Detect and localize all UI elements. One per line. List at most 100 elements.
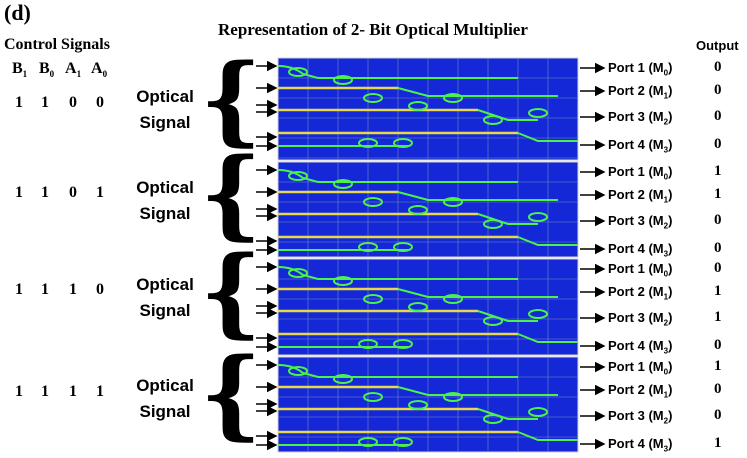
ring-resonator — [333, 179, 353, 189]
ring-resonator — [363, 294, 383, 304]
ring-resonator — [483, 414, 503, 424]
row2-a0: 1 — [96, 184, 104, 201]
output-value: 0 — [714, 212, 722, 228]
ring-resonator — [528, 407, 548, 417]
port-label: Port 2 (M1) — [608, 382, 673, 400]
row2-b0: 1 — [41, 184, 49, 201]
ring-resonator — [358, 242, 378, 252]
ring-resonator — [288, 268, 308, 278]
port-label: Port 2 (M1) — [608, 284, 673, 302]
row4-a1: 1 — [69, 383, 77, 400]
row4-b0: 1 — [41, 383, 49, 400]
row1-a0: 0 — [96, 94, 104, 111]
output-value: 0 — [714, 59, 722, 75]
waveguide — [517, 431, 578, 441]
waveguide — [477, 310, 538, 322]
port-label: Port 4 (M3) — [608, 137, 673, 155]
port-label: Port 4 (M3) — [608, 436, 673, 454]
curly-brace-icon: { — [200, 337, 262, 450]
port-label: Port 4 (M3) — [608, 241, 673, 259]
ring-resonator — [288, 67, 308, 77]
waveguide — [397, 386, 558, 396]
ring-resonator — [528, 212, 548, 222]
ring-resonator — [363, 392, 383, 402]
port-label: Port 4 (M3) — [608, 338, 673, 356]
row1-b1: 1 — [15, 94, 23, 111]
waveguide — [517, 236, 578, 246]
ring-resonator — [393, 242, 413, 252]
row3-b0: 1 — [41, 281, 49, 298]
panel-label: (d) — [4, 0, 31, 25]
ring-resonator — [363, 197, 383, 207]
output-value: 0 — [714, 260, 722, 276]
output-value: 0 — [714, 82, 722, 98]
port-label: Port 3 (M2) — [608, 408, 673, 426]
port-label: Port 1 (M0) — [608, 261, 673, 279]
optical-signal-label: Optical Signal — [136, 87, 194, 132]
ring-resonator — [358, 437, 378, 447]
control-header-b0: B0 — [39, 60, 55, 80]
output-value: 1 — [714, 163, 722, 179]
control-header-b1: B1 — [12, 60, 28, 80]
waveguide — [397, 288, 558, 298]
waveguide — [477, 109, 538, 121]
ring-resonator — [443, 294, 463, 304]
output-value: 0 — [714, 108, 722, 124]
ring-resonator — [288, 171, 308, 181]
output-header: Output — [696, 38, 739, 53]
row2-b1: 1 — [15, 184, 23, 201]
port-label: Port 2 (M1) — [608, 83, 673, 101]
row3-b1: 1 — [15, 281, 23, 298]
ring-resonator — [528, 309, 548, 319]
ring-resonator — [408, 101, 428, 111]
port-label: Port 1 (M0) — [608, 359, 673, 377]
control-header-a0: A0 — [91, 60, 108, 80]
ring-resonator — [408, 400, 428, 410]
ring-resonator — [443, 197, 463, 207]
output-value: 0 — [714, 240, 722, 256]
waveguide — [477, 213, 538, 225]
port-label: Port 3 (M2) — [608, 213, 673, 231]
ring-resonator — [443, 392, 463, 402]
output-value: 1 — [714, 186, 722, 202]
waveguide — [477, 408, 538, 420]
ring-resonator — [393, 437, 413, 447]
output-value: 1 — [714, 435, 722, 451]
ring-resonator — [443, 93, 463, 103]
row4-a0: 1 — [96, 383, 104, 400]
ring-resonator — [358, 339, 378, 349]
row3-a0: 0 — [96, 281, 104, 298]
control-header-a1: A1 — [65, 60, 82, 80]
ring-resonator — [393, 138, 413, 148]
waveguide — [517, 333, 578, 343]
port-label: Port 1 (M0) — [608, 60, 673, 78]
ring-resonator — [483, 219, 503, 229]
ring-resonator — [393, 339, 413, 349]
control-signals-title: Control Signals — [4, 36, 110, 53]
ring-resonator — [408, 302, 428, 312]
output-value: 1 — [714, 309, 722, 325]
waveguide — [397, 191, 558, 201]
ring-resonator — [358, 138, 378, 148]
waveguide — [397, 87, 558, 97]
port-label: Port 2 (M1) — [608, 187, 673, 205]
waveguide — [517, 132, 578, 142]
output-value: 1 — [714, 283, 722, 299]
ring-resonator — [288, 366, 308, 376]
ring-resonator — [483, 316, 503, 326]
ring-resonator — [528, 108, 548, 118]
curly-brace-icon: { — [200, 43, 262, 156]
figure-title: Representation of 2- Bit Optical Multipl… — [218, 20, 528, 39]
optical-signal-label: Optical Signal — [136, 376, 194, 421]
row1-a1: 0 — [69, 94, 77, 111]
output-value: 0 — [714, 381, 722, 397]
row1-b0: 1 — [41, 94, 49, 111]
optical-signal-label: Optical Signal — [136, 275, 194, 320]
ring-resonator — [408, 205, 428, 215]
ring-resonator — [333, 374, 353, 384]
output-value: 0 — [714, 337, 722, 353]
row2-a1: 0 — [69, 184, 77, 201]
ring-resonator — [333, 75, 353, 85]
ring-resonator — [363, 93, 383, 103]
